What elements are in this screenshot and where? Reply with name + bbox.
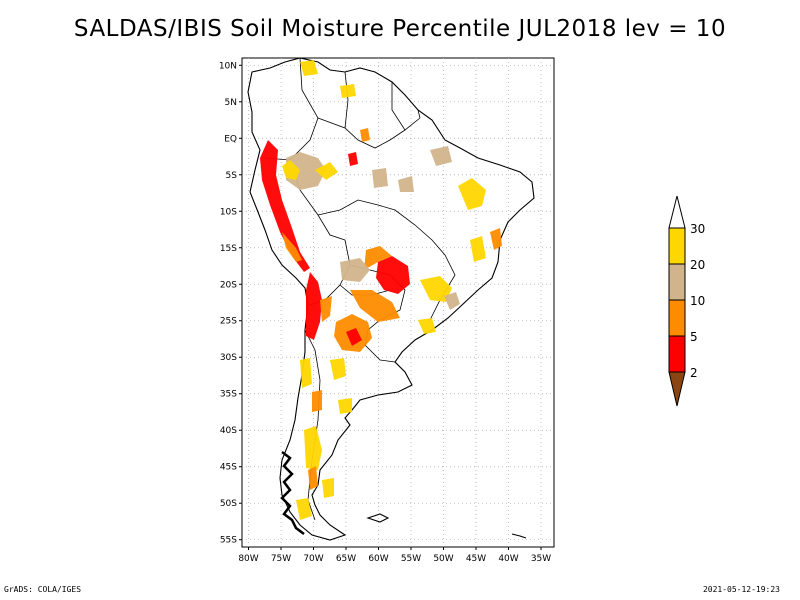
lat-tick-label: 55S — [220, 536, 237, 546]
percentile-patch-p20-30 — [315, 162, 338, 180]
legend-label-2: 2 — [690, 366, 698, 380]
percentile-patch-p10-20 — [340, 258, 370, 282]
legend-label-10: 10 — [690, 294, 705, 308]
percentile-patch-p2-5 — [376, 256, 410, 294]
footer-credit: GrADS: COLA/IGES — [4, 585, 82, 594]
percentile-patch-p20-30 — [420, 276, 452, 302]
lon-tick-label: 45W — [466, 554, 486, 564]
lon-tick-label: 60W — [368, 554, 388, 564]
plot-frame — [241, 57, 555, 548]
percentile-patch-p5-10 — [308, 466, 318, 490]
map-title: SALDAS/IBIS Soil Moisture Percentile JUL… — [73, 16, 727, 42]
percentile-patch-p5-10 — [282, 232, 302, 262]
fjord-coastline — [280, 451, 305, 535]
percentile-patch-p5-10 — [490, 228, 502, 250]
legend-20-30 — [668, 227, 686, 265]
lon-tick-label: 50W — [433, 554, 453, 564]
legend-2-5 — [668, 335, 686, 373]
lat-tick-label: 10N — [219, 61, 237, 71]
lat-tick-label: 15S — [220, 244, 237, 254]
percentile-patch-p20-30 — [296, 498, 312, 520]
lon-tick-label: 80W — [238, 554, 258, 564]
lat-tick-label: 5S — [226, 171, 238, 181]
percentile-patch-p5-10 — [364, 246, 392, 270]
lon-tick-label: 65W — [336, 554, 356, 564]
legend-5-10 — [668, 299, 686, 337]
percentile-patch-p5-10 — [360, 128, 370, 142]
percentile-patch-p2-5 — [348, 152, 358, 166]
legend-above-30 — [668, 195, 686, 229]
percentile-patch-p10-20 — [398, 176, 414, 192]
percentile-patch-p20-30 — [338, 398, 352, 414]
lat-tick-label: 45S — [220, 463, 237, 473]
latitude-axis: 10N 5N EQ 5S 10S 15S 20S 25S 30S 35S 40S 45S 50S 55S — [219, 61, 242, 546]
soil-moisture-field — [260, 60, 502, 535]
percentile-patch-p5-10 — [320, 296, 332, 322]
lat-tick-label: EQ — [224, 134, 237, 144]
percentile-patch-p20-30 — [304, 426, 322, 470]
percentile-patch-p20-30 — [282, 160, 300, 180]
percentile-patch-p20-30 — [322, 478, 334, 498]
lon-tick-label: 55W — [401, 554, 421, 564]
lat-tick-label: 25S — [220, 317, 237, 327]
percentile-patch-p10-20 — [372, 168, 388, 188]
percentile-patch-p20-30 — [300, 358, 312, 388]
percentile-patch-p20-30 — [458, 178, 486, 210]
percentile-patch-p2-5 — [306, 272, 322, 340]
lat-tick-label: 10S — [220, 207, 237, 217]
percentile-patch-p5-10 — [312, 390, 322, 412]
lat-tick-label: 30S — [220, 353, 237, 363]
percentile-patch-p20-30 — [340, 84, 356, 98]
lat-tick-label: 40S — [220, 426, 237, 436]
grid-lines — [242, 58, 554, 547]
percentile-patch-p2-5 — [260, 140, 310, 272]
galapagos — [511, 533, 527, 539]
plot-area: 10N5NEQ5S10S15S20S25S30S35S40S45S50S55S … — [219, 57, 555, 564]
lon-tick-label: 40W — [498, 554, 518, 564]
percentile-patch-p20-30 — [418, 318, 436, 334]
legend-10-20 — [668, 263, 686, 301]
footer-timestamp: 2021-05-12-19:23 — [702, 585, 780, 594]
lat-tick-label: 50S — [220, 499, 237, 509]
legend-below-2 — [668, 371, 686, 407]
percentile-patch-p2-5 — [346, 328, 362, 346]
percentile-patch-p10-20 — [286, 152, 326, 190]
percentile-patch-p5-10 — [350, 290, 400, 322]
lon-tick-label: 35W — [531, 554, 551, 564]
percentile-patch-p20-30 — [300, 60, 318, 76]
legend-label-30: 30 — [690, 222, 705, 236]
percentile-patch-p10-20 — [430, 146, 452, 166]
longitude-axis: 80W 75W 70W 65W 60W 55W 50W 45W 40W 35W — [238, 547, 551, 564]
color-legend: 30 20 10 5 2 — [668, 195, 705, 407]
legend-label-20: 20 — [690, 258, 705, 272]
lon-tick-label: 75W — [271, 554, 291, 564]
lat-tick-label: 35S — [220, 390, 237, 400]
legend-label-5: 5 — [690, 330, 698, 344]
lat-tick-label: 20S — [220, 280, 237, 290]
lat-tick-label: 5N — [225, 98, 237, 108]
percentile-patch-p20-30 — [470, 236, 486, 262]
falkland-islands — [366, 513, 390, 523]
percentile-patch-p10-20 — [444, 292, 460, 310]
lon-tick-label: 70W — [303, 554, 323, 564]
percentile-patch-p20-30 — [330, 358, 346, 380]
